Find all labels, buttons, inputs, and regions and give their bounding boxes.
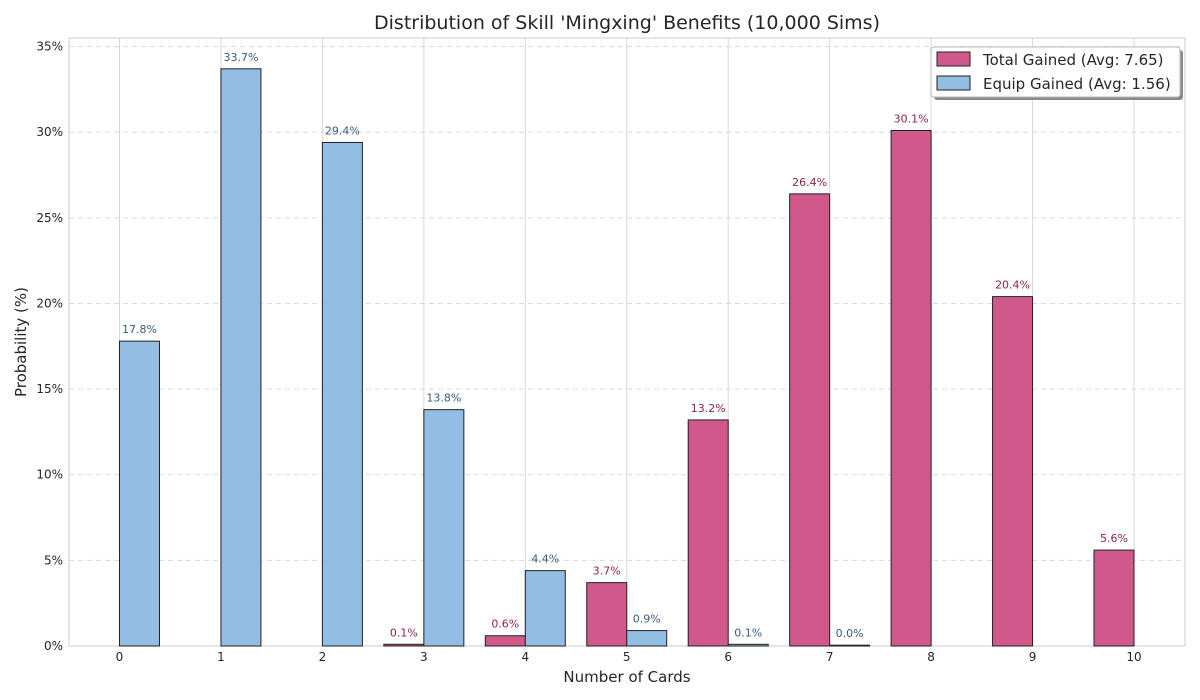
data-label-equip-gained: 0.1% [734,626,762,639]
x-tick-label: 2 [319,650,327,664]
bar-total-gained [484,635,526,647]
data-label-total-gained: 0.1% [390,626,418,639]
data-label-total-gained: 13.2% [691,402,726,415]
x-tick-label: 9 [1029,650,1037,664]
legend: Total Gained (Avg: 7.65) Equip Gained (A… [930,46,1183,100]
x-tick-label: 1 [217,650,225,664]
y-tick-label: 0% [44,639,63,653]
bar-equip-gained [423,409,465,647]
bar-equip-gained [829,644,871,647]
y-tick-label: 20% [36,296,63,310]
x-tick-label: 3 [420,650,428,664]
legend-swatch-total-gained [936,51,971,67]
bar-total-gained [992,296,1034,647]
legend-swatch-equip-gained [936,75,971,91]
y-tick-label: 15% [36,382,63,396]
x-tick-label: 0 [116,650,124,664]
data-label-equip-gained: 0.9% [633,613,661,626]
bars [119,68,1135,647]
legend-box [930,46,1181,98]
bar-equip-gained [727,643,769,647]
bar-equip-gained [626,630,668,647]
data-label-equip-gained: 0.0% [836,627,864,640]
y-tick-label: 25% [36,211,63,225]
bar-equip-gained [119,340,160,647]
bar-total-gained [789,193,831,647]
data-label-equip-gained: 33.7% [223,51,258,64]
x-tick-label: 8 [927,650,935,664]
x-tick-label: 4 [521,650,529,664]
data-label-total-gained: 0.6% [491,618,519,631]
y-axis-label: Probability (%) [12,287,30,397]
data-label-equip-gained: 13.8% [426,392,461,405]
data-labels: 0.1% 0.6% 3.7% 13.2% 26.4% 30.1% 20.4% 5.6% 17.8… [122,51,1128,640]
legend-label-total-gained: Total Gained (Avg: 7.65) [982,51,1164,69]
bar-total-gained [586,582,628,647]
legend-label-equip-gained: Equip Gained (Avg: 1.56) [983,75,1171,93]
data-label-equip-gained: 29.4% [325,124,360,137]
data-label-total-gained: 30.1% [894,112,929,125]
bar-total-gained [383,643,425,647]
x-tick-label: 7 [826,650,834,664]
y-tick-label: 30% [36,125,63,139]
bar-total-gained [890,129,932,647]
data-label-total-gained: 3.7% [593,565,621,578]
y-tick-label: 10% [36,468,63,482]
data-label-total-gained: 20.4% [995,279,1030,292]
tick-labels: 0 1 2 3 4 5 6 7 8 9 10 0% 5% 10% 15% 20% 25% 30% 35% [36,40,1141,664]
chart-title: Distribution of Skill 'Mingxing' Benefit… [374,12,880,34]
data-label-total-gained: 26.4% [792,176,827,189]
x-tick-label: 5 [623,650,631,664]
y-tick-label: 35% [36,40,63,54]
bar-equip-gained [321,141,363,647]
x-tick-label: 10 [1126,650,1141,664]
x-tick-label: 6 [724,650,732,664]
y-tick-label: 5% [44,553,63,567]
bar-total-gained [1093,549,1135,647]
bar-equip-gained [524,570,566,647]
data-label-total-gained: 5.6% [1100,532,1128,545]
data-label-equip-gained: 4.4% [531,553,559,566]
data-label-equip-gained: 17.8% [122,323,157,336]
x-axis-label: Number of Cards [563,668,690,686]
bar-equip-gained [220,68,262,647]
bar-total-gained [687,419,729,647]
